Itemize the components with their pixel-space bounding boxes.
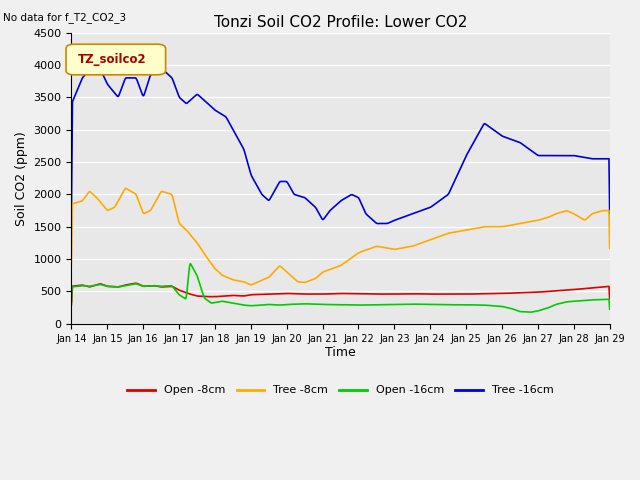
Y-axis label: Soil CO2 (ppm): Soil CO2 (ppm)	[15, 131, 28, 226]
Title: Tonzi Soil CO2 Profile: Lower CO2: Tonzi Soil CO2 Profile: Lower CO2	[214, 15, 467, 30]
X-axis label: Time: Time	[325, 347, 356, 360]
FancyBboxPatch shape	[66, 44, 166, 75]
Legend: Open -8cm, Tree -8cm, Open -16cm, Tree -16cm: Open -8cm, Tree -8cm, Open -16cm, Tree -…	[123, 381, 558, 400]
Text: No data for f_T2_CO2_3: No data for f_T2_CO2_3	[3, 12, 126, 23]
Text: TZ_soilco2: TZ_soilco2	[78, 53, 147, 66]
